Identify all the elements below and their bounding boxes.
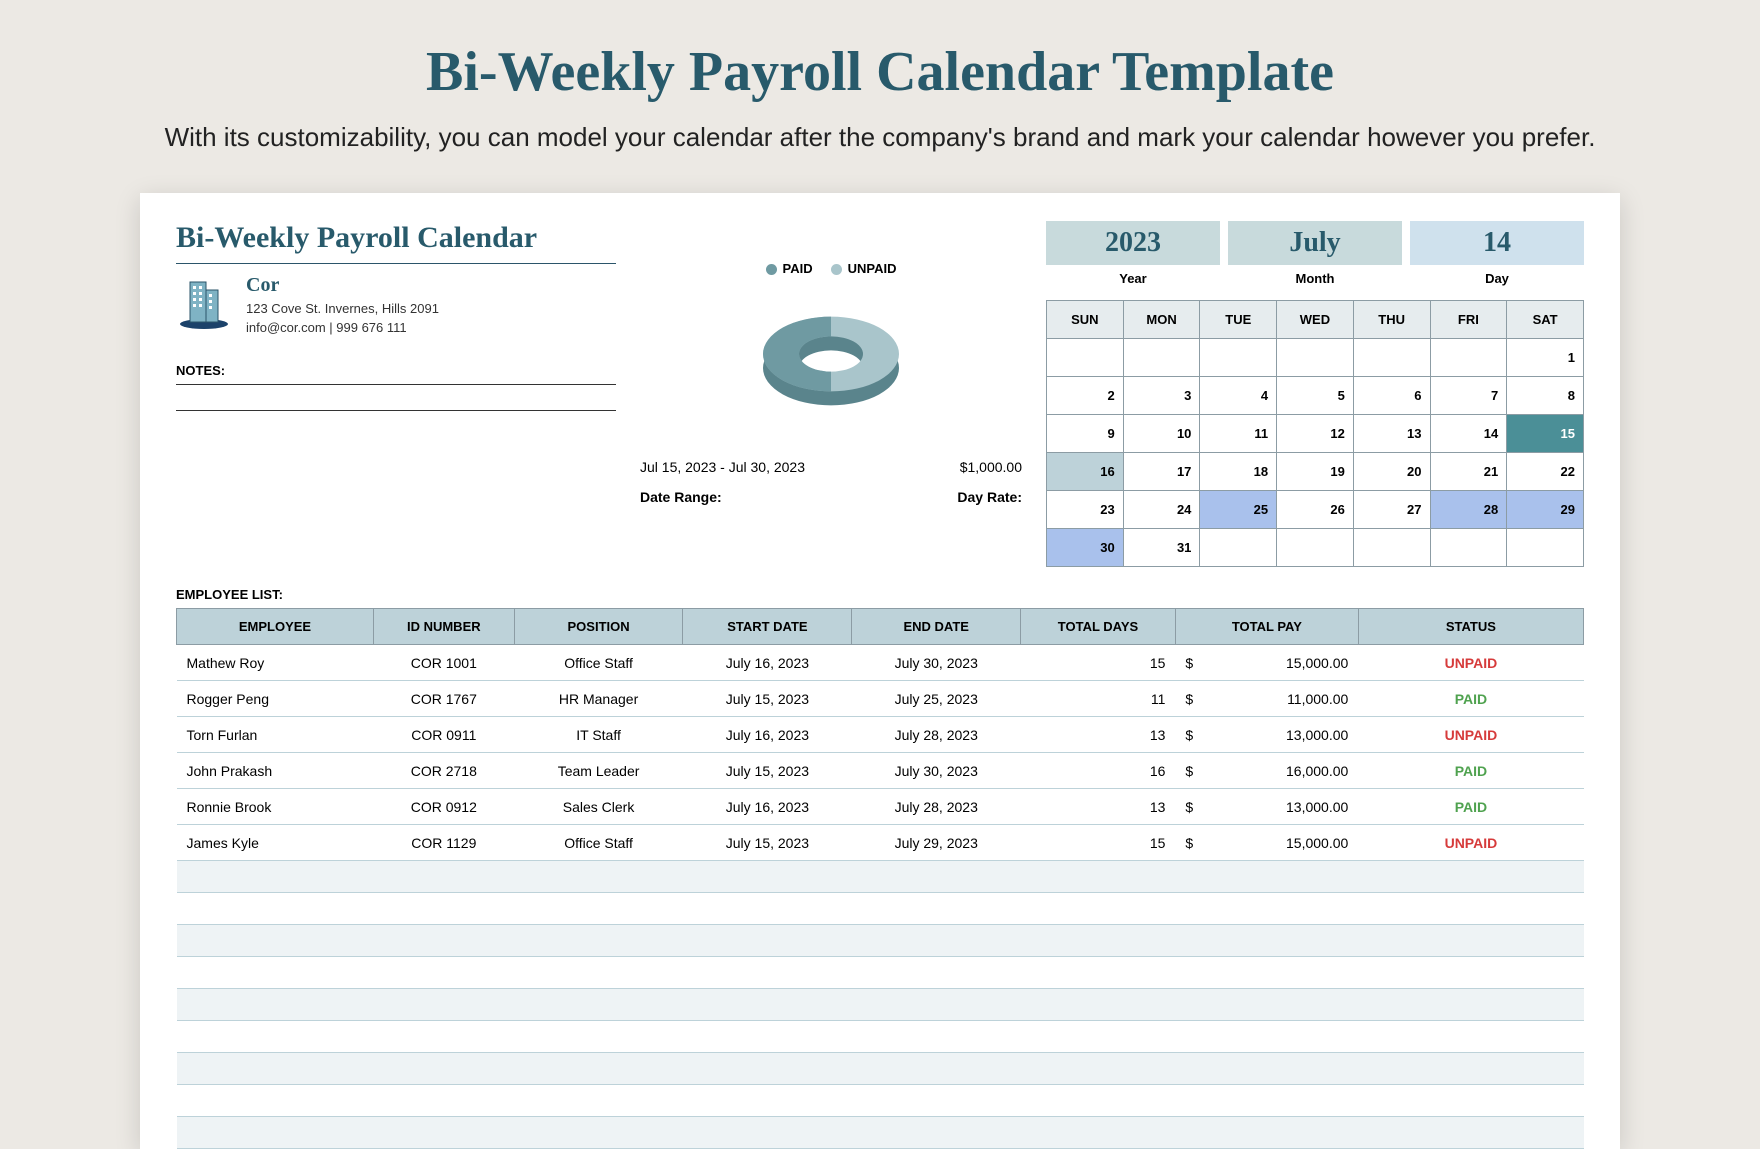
- year-chip[interactable]: 2023: [1046, 221, 1220, 265]
- company-name: Cor: [246, 274, 439, 297]
- month-chip[interactable]: July: [1228, 221, 1402, 265]
- calendar-day[interactable]: 23: [1047, 491, 1124, 529]
- table-row[interactable]: John PrakashCOR 2718Team LeaderJuly 15, …: [177, 753, 1584, 789]
- doc-title: Bi-Weekly Payroll Calendar: [176, 221, 616, 264]
- calendar-day[interactable]: 27: [1353, 491, 1430, 529]
- calendar-grid[interactable]: SUNMONTUEWEDTHUFRISAT1234567891011121314…: [1046, 300, 1584, 567]
- table-header: POSITION: [514, 609, 683, 645]
- page-subtitle: With its customizability, you can model …: [0, 122, 1760, 153]
- year-label: Year: [1046, 271, 1220, 286]
- donut-chart: [636, 284, 1026, 439]
- calendar-day[interactable]: 21: [1430, 453, 1507, 491]
- table-header: TOTAL DAYS: [1021, 609, 1176, 645]
- calendar-day[interactable]: 3: [1123, 377, 1200, 415]
- status-badge: UNPAID: [1358, 825, 1583, 861]
- employee-list-label: EMPLOYEE LIST:: [176, 587, 1584, 602]
- table-row[interactable]: James KyleCOR 1129Office StaffJuly 15, 2…: [177, 825, 1584, 861]
- calendar-day[interactable]: 14: [1430, 415, 1507, 453]
- calendar-dow: THU: [1353, 301, 1430, 339]
- calendar-day[interactable]: 20: [1353, 453, 1430, 491]
- date-range-label: Date Range:: [640, 489, 722, 505]
- status-badge: PAID: [1358, 681, 1583, 717]
- table-row[interactable]: Rogger PengCOR 1767HR ManagerJuly 15, 20…: [177, 681, 1584, 717]
- table-row[interactable]: Mathew RoyCOR 1001Office StaffJuly 16, 2…: [177, 645, 1584, 681]
- calendar-day[interactable]: 9: [1047, 415, 1124, 453]
- calendar-day: [1047, 339, 1124, 377]
- calendar-day[interactable]: 28: [1430, 491, 1507, 529]
- calendar-day[interactable]: 11: [1200, 415, 1277, 453]
- calendar-day: [1277, 339, 1354, 377]
- calendar-day: [1277, 529, 1354, 567]
- calendar-dow: FRI: [1430, 301, 1507, 339]
- calendar-day: [1430, 529, 1507, 567]
- status-badge: UNPAID: [1358, 645, 1583, 681]
- calendar-day: [1353, 529, 1430, 567]
- chart-legend: PAID UNPAID: [636, 261, 1026, 276]
- company-contact: info@cor.com | 999 676 111: [246, 320, 439, 335]
- day-rate-label: Day Rate:: [957, 489, 1022, 505]
- calendar-day[interactable]: 10: [1123, 415, 1200, 453]
- calendar-day[interactable]: 13: [1353, 415, 1430, 453]
- notes-label: NOTES:: [176, 363, 616, 385]
- table-header: EMPLOYEE: [177, 609, 374, 645]
- company-address: 123 Cove St. Invernes, Hills 2091: [246, 301, 439, 316]
- calendar-day: [1123, 339, 1200, 377]
- calendar-day: [1507, 529, 1584, 567]
- calendar-day: [1353, 339, 1430, 377]
- calendar-day[interactable]: 18: [1200, 453, 1277, 491]
- calendar-day[interactable]: 17: [1123, 453, 1200, 491]
- day-label: Day: [1410, 271, 1584, 286]
- table-header: START DATE: [683, 609, 852, 645]
- calendar-dow: WED: [1277, 301, 1354, 339]
- calendar-day: [1200, 339, 1277, 377]
- calendar-dow: SAT: [1507, 301, 1584, 339]
- calendar-dow: MON: [1123, 301, 1200, 339]
- calendar-day[interactable]: 7: [1430, 377, 1507, 415]
- table-row[interactable]: Ronnie BrookCOR 0912Sales ClerkJuly 16, …: [177, 789, 1584, 825]
- date-range-value: Jul 15, 2023 - Jul 30, 2023: [640, 459, 805, 475]
- calendar-day[interactable]: 30: [1047, 529, 1124, 567]
- calendar-day[interactable]: 24: [1123, 491, 1200, 529]
- day-chip[interactable]: 14: [1410, 221, 1584, 265]
- employee-table: EMPLOYEEID NUMBERPOSITIONSTART DATEEND D…: [176, 608, 1584, 1149]
- status-badge: PAID: [1358, 753, 1583, 789]
- calendar-day[interactable]: 4: [1200, 377, 1277, 415]
- status-badge: PAID: [1358, 789, 1583, 825]
- calendar-day[interactable]: 8: [1507, 377, 1584, 415]
- calendar-day[interactable]: 2: [1047, 377, 1124, 415]
- calendar-day[interactable]: 5: [1277, 377, 1354, 415]
- calendar-day[interactable]: 16: [1047, 453, 1124, 491]
- calendar-day[interactable]: 15: [1507, 415, 1584, 453]
- month-label: Month: [1228, 271, 1402, 286]
- table-header: END DATE: [852, 609, 1021, 645]
- day-rate-value: $1,000.00: [960, 459, 1022, 475]
- table-header: TOTAL PAY: [1175, 609, 1358, 645]
- calendar-day[interactable]: 29: [1507, 491, 1584, 529]
- spreadsheet-card: Bi-Weekly Payroll Calendar: [140, 193, 1620, 1149]
- calendar-day[interactable]: 12: [1277, 415, 1354, 453]
- page-title: Bi-Weekly Payroll Calendar Template: [0, 0, 1760, 104]
- calendar-dow: TUE: [1200, 301, 1277, 339]
- table-header: STATUS: [1358, 609, 1583, 645]
- calendar-day[interactable]: 19: [1277, 453, 1354, 491]
- calendar-day[interactable]: 6: [1353, 377, 1430, 415]
- calendar-dow: SUN: [1047, 301, 1124, 339]
- table-row[interactable]: Torn FurlanCOR 0911IT StaffJuly 16, 2023…: [177, 717, 1584, 753]
- calendar-day[interactable]: 31: [1123, 529, 1200, 567]
- calendar-day[interactable]: 25: [1200, 491, 1277, 529]
- calendar-day[interactable]: 1: [1507, 339, 1584, 377]
- notes-line[interactable]: [176, 385, 616, 411]
- status-badge: UNPAID: [1358, 717, 1583, 753]
- calendar-day: [1430, 339, 1507, 377]
- calendar-day[interactable]: 22: [1507, 453, 1584, 491]
- calendar-day[interactable]: 26: [1277, 491, 1354, 529]
- calendar-day: [1200, 529, 1277, 567]
- company-logo-icon: [176, 274, 232, 330]
- table-header: ID NUMBER: [373, 609, 514, 645]
